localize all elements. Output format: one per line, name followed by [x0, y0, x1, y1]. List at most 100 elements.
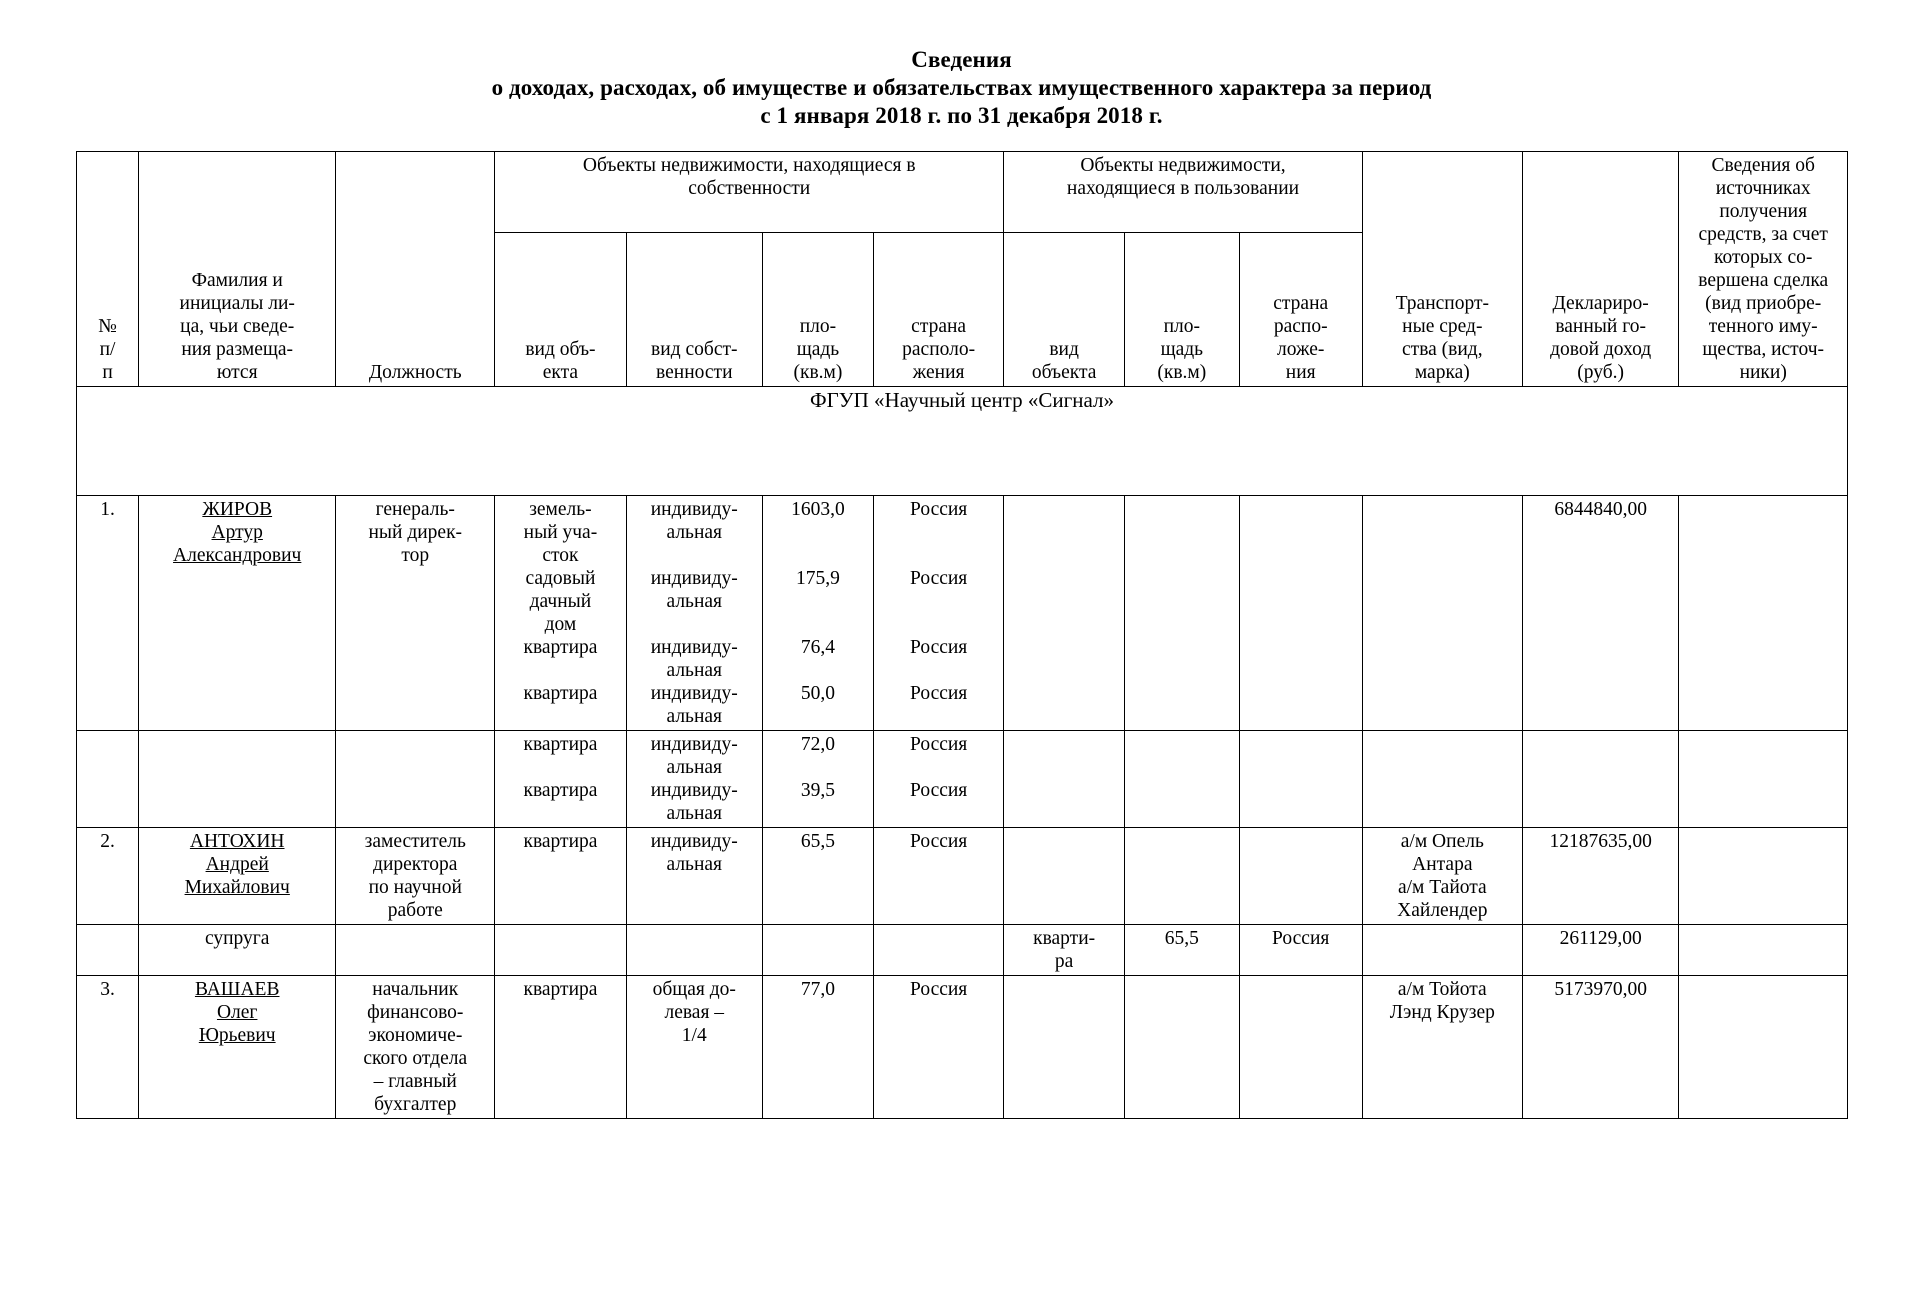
header-sources-l9: щества, источ-	[1702, 339, 1824, 360]
ownership-types	[625, 924, 763, 976]
row-number: 2.	[75, 827, 140, 925]
areas-owned: 1603,0 175,9 76,4 50,0	[761, 495, 875, 731]
ownership-types: индивиду- альная индивиду- альная индиви…	[625, 495, 763, 731]
object-spacer	[498, 756, 622, 779]
header-income: Деклариро- ванный го- довой доход (руб.)	[1521, 151, 1680, 387]
declaration-table: № п/ п Фамилия и инициалы ли- ца, чьи св…	[75, 151, 1848, 1119]
header-sources-l7: (вид приобре-	[1705, 293, 1822, 314]
header-country-used-l4: ния	[1285, 362, 1316, 383]
header-country-used: страна распо- ложе- ния	[1238, 231, 1363, 388]
country-spacer-1b	[877, 544, 1000, 567]
header-ownership-type-l1: вид собст-	[651, 339, 738, 360]
table-row: 2. АНТОХИН Андрей Михайлович заместитель…	[75, 827, 1848, 925]
title-line-2: о доходах, расходах, об имуществе и обяз…	[491, 75, 1432, 100]
objects-owned: земель- ный уча- сток садовый дачный дом…	[494, 495, 627, 731]
ownership-2-l1: индивиду-	[650, 780, 738, 801]
header-country-owned: страна располо- жения	[872, 231, 1005, 388]
ownership-4-l1: индивиду-	[650, 683, 738, 704]
country-2: Россия	[909, 780, 968, 801]
header-area-owned-l1: пло-	[799, 316, 837, 337]
funding-sources	[1678, 975, 1848, 1119]
area-spacer	[766, 756, 870, 779]
areas-owned: 72,0 39,5	[761, 730, 875, 828]
header-group-used: Объекты недвижимости, находящиеся в поль…	[1003, 151, 1363, 233]
object-used-l1: кварти-	[1033, 928, 1096, 949]
country-1: Россия	[909, 499, 968, 520]
country-3: Россия	[909, 637, 968, 658]
object-l2: ный уча-	[523, 522, 598, 543]
header-ownership-type-l2: венности	[656, 362, 733, 383]
header-area-used: пло- щадь (кв.м)	[1123, 231, 1240, 388]
object-l3: сток	[542, 545, 579, 566]
object-used	[1003, 730, 1125, 828]
header-group-owned: Объекты недвижимости, находящиеся в собс…	[494, 151, 1005, 233]
countries-owned: Россия	[872, 975, 1005, 1119]
person-name-l2: Андрей	[205, 854, 269, 875]
object-l2: квартира	[523, 780, 598, 801]
position-l4: ского отдела	[363, 1048, 468, 1069]
person-name: АНТОХИН Андрей Михайлович	[138, 827, 337, 925]
position-l1: начальник	[372, 979, 459, 1000]
area-1: 1603,0	[791, 499, 845, 520]
position-l3: по научной	[368, 877, 462, 898]
vehicle-l1: а/м Тойота	[1397, 979, 1487, 1000]
header-sources-l2: источниках	[1715, 178, 1811, 199]
countries-owned: Россия	[872, 827, 1005, 925]
funding-sources	[1678, 827, 1848, 925]
header-row-sub: вид объ- екта вид собст- венности пло- щ…	[77, 231, 1848, 388]
header-sources-l1: Сведения об	[1711, 155, 1815, 176]
area-spacer-2	[766, 590, 870, 613]
person-position: заместитель директора по научной работе	[335, 827, 496, 925]
vehicle-l4: Хайлендер	[1397, 900, 1488, 921]
header-obj-type-owned: вид объ- екта	[494, 231, 627, 388]
header-area-owned-l2: щадь	[796, 339, 840, 360]
country-used	[1238, 975, 1363, 1119]
area-used	[1123, 495, 1240, 731]
header-obj-type-used-l2: объекта	[1031, 362, 1097, 383]
country-used	[1238, 827, 1363, 925]
table-row: 1. ЖИРОВ Артур Александрович генераль- н…	[75, 495, 1848, 731]
funding-sources	[1678, 730, 1848, 828]
person-name: ВАШАЕВ Олег Юрьевич	[138, 975, 337, 1119]
header-row-group: № п/ п Фамилия и инициалы ли- ца, чьи св…	[75, 151, 1848, 387]
object-used: кварти- ра	[1003, 924, 1125, 976]
header-area-used-l3: (кв.м)	[1157, 362, 1207, 383]
object-used	[1003, 495, 1125, 731]
object-used	[1003, 975, 1125, 1119]
header-income-l2: ванный го-	[1555, 316, 1646, 337]
objects-owned: квартира квартира	[494, 730, 627, 828]
ownership-spacer-2	[630, 613, 759, 636]
person-name-l3: Михайлович	[184, 877, 290, 898]
header-name-l3: ца, чьи сведе-	[180, 316, 295, 337]
header-country-used-l3: ложе-	[1277, 339, 1325, 360]
object-l6: дом	[544, 614, 577, 635]
area-used	[1123, 975, 1240, 1119]
row-number	[75, 730, 140, 828]
person-name-l1: ВАШАЕВ	[194, 979, 280, 1000]
vehicles	[1361, 924, 1523, 976]
header-group-used-l2: находящиеся в пользовании	[1066, 178, 1300, 199]
header-sources-l3: получения	[1719, 201, 1808, 222]
area-1: 65,5	[800, 831, 835, 852]
person-position: начальник финансово- экономиче- ского от…	[335, 975, 496, 1119]
country-1: Россия	[909, 831, 968, 852]
position-l1: генераль-	[375, 499, 455, 520]
country-spacer-3	[877, 659, 1000, 682]
area-3: 76,4	[800, 637, 835, 658]
object-spacer	[498, 659, 622, 682]
position-l3: тор	[401, 545, 430, 566]
ownership-1-l1: индивиду-	[650, 734, 738, 755]
area-2: 39,5	[800, 780, 835, 801]
area-spacer-3	[766, 659, 870, 682]
ownership-2-l1: индивиду-	[650, 568, 738, 589]
funding-sources	[1678, 495, 1848, 731]
object-used-l2: ра	[1054, 951, 1074, 972]
organization-name: ФГУП «Научный центр «Сигнал»	[76, 386, 1848, 496]
area-spacer-2b	[766, 613, 870, 636]
title-line-3: с 1 января 2018 г. по 31 декабря 2018 г.	[760, 103, 1163, 128]
header-vehicles-l1: Транспорт-	[1395, 293, 1489, 314]
header-num-l1: №	[98, 316, 117, 337]
person-name-l1: ЖИРОВ	[202, 499, 273, 520]
vehicle-l1: а/м Опель	[1400, 831, 1484, 852]
